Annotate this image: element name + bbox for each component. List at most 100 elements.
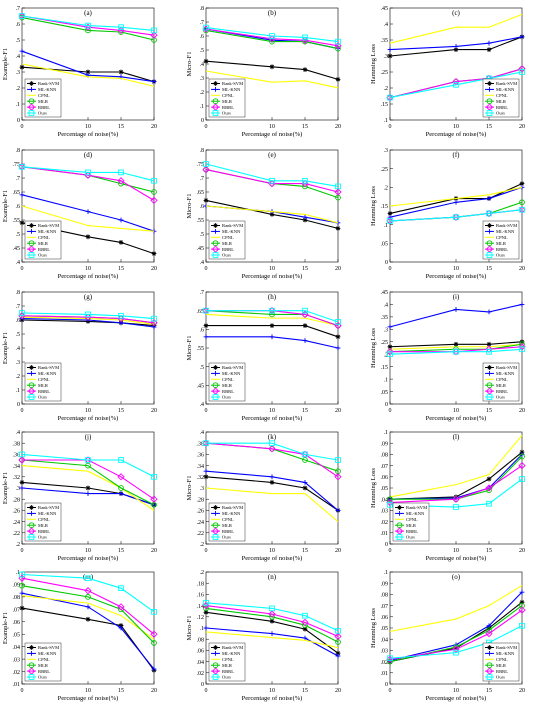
- series-line-ml-knn: [21, 50, 155, 83]
- x-tick-label: 15: [302, 408, 308, 414]
- data-point: [335, 319, 341, 325]
- x-tick-label: 10: [269, 408, 275, 414]
- legend-label: ML-KNN: [38, 371, 57, 376]
- data-point: [151, 666, 157, 672]
- series-line-mlr: [21, 459, 155, 506]
- data-point: [117, 177, 125, 185]
- x-tick-label: 15: [118, 266, 124, 272]
- x-tick-label: 10: [453, 124, 459, 130]
- series-line-ml-knn: [205, 627, 339, 657]
- data-point: [269, 212, 275, 217]
- legend-marker: [213, 651, 218, 656]
- y-tick-label: .7: [200, 176, 205, 182]
- data-point: [269, 311, 275, 318]
- legend-label: CPNL: [496, 377, 508, 382]
- data-point: [387, 53, 393, 59]
- y-tick-label: .02: [13, 670, 21, 676]
- y-tick-label: .22: [197, 531, 205, 537]
- x-tick-label: 0: [21, 688, 24, 694]
- y-tick-label: .55: [197, 218, 205, 224]
- legend-label: RBRL: [222, 529, 234, 534]
- y-tick-label: .1: [16, 102, 21, 108]
- legend-marker: [213, 87, 218, 92]
- data-point: [118, 169, 124, 176]
- y-tick-label: .8: [200, 6, 205, 12]
- data-point: [387, 94, 393, 101]
- data-point: [150, 495, 158, 503]
- x-tick-label: 20: [151, 688, 157, 694]
- series-line-rbrl: [389, 465, 523, 504]
- data-point: [117, 603, 125, 611]
- data-point: [151, 473, 157, 480]
- data-point: [335, 345, 341, 351]
- legend-marker: [28, 252, 35, 258]
- y-axis-label: Example-F1: [2, 472, 9, 504]
- x-tick-label: 10: [269, 548, 275, 554]
- y-tick-label: .3: [16, 70, 21, 76]
- y-tick-label: .08: [13, 595, 21, 601]
- legend-label: Ours: [222, 395, 231, 400]
- series-line-ours: [206, 442, 339, 461]
- x-tick-label: 20: [151, 124, 157, 130]
- y-tick-label: .6: [16, 22, 21, 28]
- y-tick-label: .3: [200, 486, 205, 492]
- legend-label: ML-KNN: [38, 229, 57, 234]
- data-point: [269, 334, 275, 340]
- y-tick-label: .06: [381, 475, 389, 481]
- data-point: [302, 480, 308, 485]
- legend-label: RBRL: [222, 247, 234, 252]
- data-point: [334, 632, 342, 641]
- y-tick-label: .3: [384, 148, 389, 154]
- y-tick-label: .6: [200, 34, 205, 40]
- data-point: [519, 476, 525, 482]
- legend-marker: [29, 223, 34, 228]
- y-tick-label: .04: [13, 645, 21, 651]
- legend-label: MLR: [496, 241, 507, 246]
- data-point: [85, 491, 91, 496]
- legend-label: ML-KNN: [222, 371, 241, 376]
- data-point: [335, 77, 341, 82]
- y-tick-label: .12: [197, 615, 205, 621]
- legend-label: RBRL: [496, 669, 508, 674]
- series-line-cpnl: [21, 316, 155, 325]
- y-tick-label: 0: [17, 402, 20, 408]
- y-tick-label: .03: [381, 509, 389, 515]
- y-tick-label: .2: [200, 90, 205, 96]
- data-point: [202, 165, 210, 174]
- series-line-ours: [205, 602, 339, 632]
- series-line-rbrl: [21, 315, 155, 324]
- y-tick-label: .4: [384, 303, 389, 309]
- data-point: [203, 307, 209, 314]
- data-point: [486, 196, 492, 201]
- y-tick-label: .3: [384, 328, 389, 334]
- y-tick-label: 0: [385, 682, 388, 688]
- series-line-rank-svm: [206, 325, 339, 338]
- legend-marker: [27, 245, 36, 253]
- legend-label: CPNL: [406, 517, 418, 522]
- series-line-ours: [21, 573, 155, 613]
- series-line-mlr: [389, 343, 523, 353]
- y-tick-label: .04: [381, 497, 389, 503]
- legend-label: MLR: [222, 99, 233, 104]
- x-tick-label: 0: [205, 124, 208, 130]
- x-tick-label: 20: [519, 688, 525, 694]
- y-tick-label: .32: [197, 475, 205, 481]
- y-tick-label: .15: [381, 365, 389, 371]
- series-line-ours: [21, 15, 155, 31]
- x-tick-label: 20: [519, 124, 525, 130]
- x-axis-label: Percentage of noise(%): [426, 555, 487, 562]
- legend-label: CPNL: [496, 657, 508, 662]
- y-tick-label: .02: [381, 660, 389, 666]
- data-point: [85, 575, 91, 582]
- series-line-rank-svm: [21, 66, 155, 83]
- series-line-ours: [21, 453, 155, 478]
- data-point: [453, 47, 459, 52]
- y-tick-label: 0: [201, 682, 204, 688]
- legend-label: CPNL: [496, 93, 508, 98]
- data-point: [151, 608, 157, 615]
- x-tick-label: 10: [453, 688, 459, 694]
- data-point: [19, 48, 25, 54]
- y-tick-label: .05: [381, 626, 389, 632]
